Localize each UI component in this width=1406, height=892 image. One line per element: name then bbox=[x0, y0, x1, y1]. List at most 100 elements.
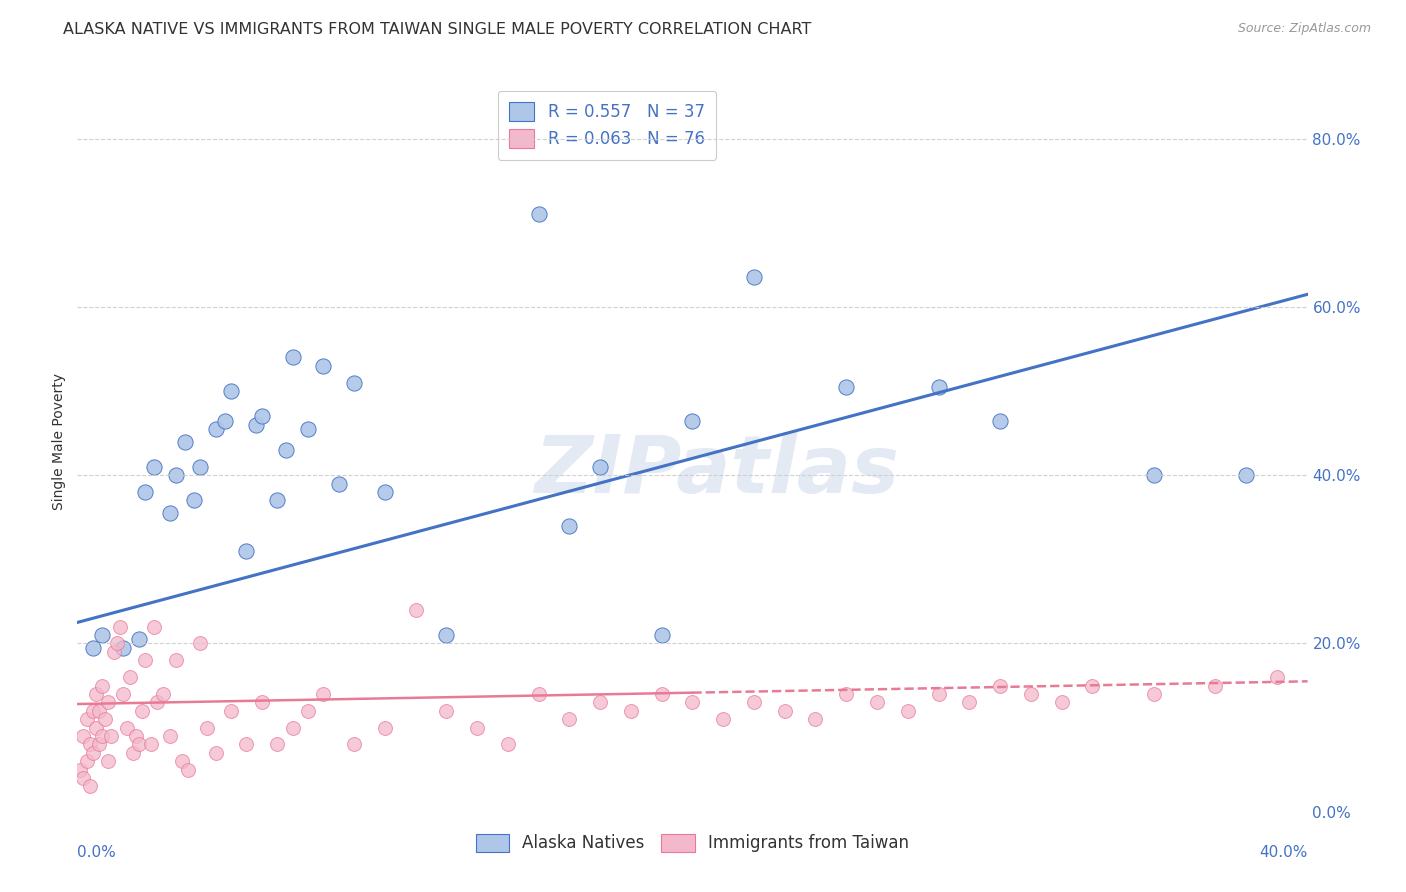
Point bbox=[141, 738, 163, 752]
Point bbox=[90, 628, 114, 642]
Point bbox=[866, 695, 889, 709]
Point bbox=[87, 738, 110, 752]
Point bbox=[90, 729, 114, 743]
Point bbox=[312, 687, 335, 701]
Point bbox=[374, 721, 396, 735]
Point bbox=[235, 544, 257, 558]
Point bbox=[527, 207, 550, 221]
Point bbox=[266, 738, 288, 752]
Point bbox=[682, 695, 704, 709]
Point bbox=[465, 721, 488, 735]
Point bbox=[159, 729, 181, 743]
Point bbox=[328, 476, 350, 491]
Point bbox=[90, 679, 114, 693]
Point bbox=[589, 459, 612, 474]
Point bbox=[558, 712, 581, 726]
Point bbox=[1234, 468, 1257, 483]
Point bbox=[174, 434, 197, 449]
Point bbox=[1019, 687, 1042, 701]
Point bbox=[146, 695, 169, 709]
Point bbox=[957, 695, 980, 709]
Text: ALASKA NATIVE VS IMMIGRANTS FROM TAIWAN SINGLE MALE POVERTY CORRELATION CHART: ALASKA NATIVE VS IMMIGRANTS FROM TAIWAN … bbox=[63, 22, 811, 37]
Point bbox=[1081, 679, 1104, 693]
Point bbox=[589, 695, 612, 709]
Point bbox=[235, 738, 257, 752]
Point bbox=[100, 729, 122, 743]
Point bbox=[988, 413, 1011, 427]
Point bbox=[250, 409, 273, 424]
Point bbox=[76, 754, 98, 768]
Point bbox=[1204, 679, 1226, 693]
Point bbox=[84, 687, 107, 701]
Point bbox=[682, 413, 704, 427]
Point bbox=[558, 518, 581, 533]
Point bbox=[170, 754, 193, 768]
Point bbox=[250, 695, 273, 709]
Point bbox=[527, 687, 550, 701]
Point bbox=[835, 380, 858, 394]
Point bbox=[112, 687, 135, 701]
Point bbox=[188, 459, 212, 474]
Point bbox=[343, 738, 366, 752]
Point bbox=[1143, 468, 1166, 483]
Point bbox=[928, 380, 950, 394]
Point bbox=[97, 754, 120, 768]
Y-axis label: Single Male Poverty: Single Male Poverty bbox=[52, 373, 66, 510]
Point bbox=[177, 763, 200, 777]
Point bbox=[131, 704, 153, 718]
Point bbox=[773, 704, 796, 718]
Point bbox=[110, 619, 132, 633]
Point bbox=[405, 603, 427, 617]
Point bbox=[82, 746, 104, 760]
Point bbox=[835, 687, 858, 701]
Point bbox=[143, 619, 166, 633]
Point bbox=[76, 712, 98, 726]
Point bbox=[1265, 670, 1288, 684]
Text: 0.0%: 0.0% bbox=[77, 846, 117, 861]
Point bbox=[143, 459, 166, 474]
Point bbox=[128, 738, 150, 752]
Point bbox=[436, 628, 458, 642]
Point bbox=[72, 729, 94, 743]
Point bbox=[297, 422, 319, 436]
Point bbox=[134, 485, 156, 500]
Point bbox=[115, 721, 138, 735]
Point bbox=[897, 704, 920, 718]
Point bbox=[988, 679, 1011, 693]
Point bbox=[436, 704, 458, 718]
Point bbox=[245, 417, 267, 432]
Point bbox=[72, 771, 94, 785]
Point bbox=[281, 351, 304, 365]
Point bbox=[121, 746, 143, 760]
Point bbox=[276, 442, 298, 457]
Point bbox=[97, 695, 120, 709]
Point bbox=[82, 704, 104, 718]
Point bbox=[374, 485, 396, 500]
Point bbox=[165, 468, 187, 483]
Point bbox=[343, 376, 366, 390]
Point bbox=[69, 763, 91, 777]
Point bbox=[651, 628, 673, 642]
Point bbox=[159, 506, 181, 520]
Point bbox=[219, 704, 242, 718]
Point bbox=[125, 729, 148, 743]
Point bbox=[804, 712, 827, 726]
Point bbox=[87, 704, 110, 718]
Point bbox=[183, 493, 205, 508]
Point bbox=[84, 721, 107, 735]
Point bbox=[214, 413, 236, 427]
Legend: Alaska Natives, Immigrants from Taiwan: Alaska Natives, Immigrants from Taiwan bbox=[470, 827, 915, 859]
Point bbox=[219, 384, 242, 398]
Point bbox=[620, 704, 643, 718]
Point bbox=[195, 721, 218, 735]
Point bbox=[928, 687, 950, 701]
Point bbox=[188, 636, 212, 650]
Point bbox=[82, 640, 104, 655]
Point bbox=[711, 712, 734, 726]
Point bbox=[165, 653, 187, 667]
Point bbox=[1050, 695, 1073, 709]
Point bbox=[204, 746, 226, 760]
Point bbox=[105, 636, 128, 650]
Text: ZIPatlas: ZIPatlas bbox=[534, 432, 900, 510]
Point bbox=[103, 645, 125, 659]
